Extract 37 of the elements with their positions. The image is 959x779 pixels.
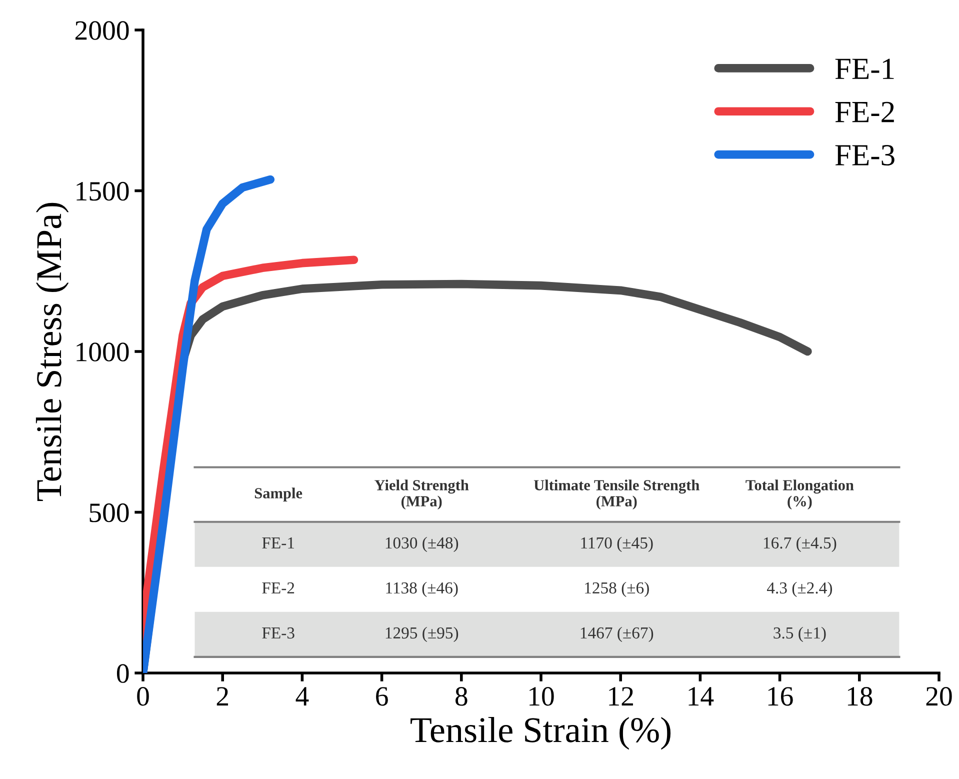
x-tick-label: 6: [376, 687, 388, 706]
legend-label: FE-2: [835, 102, 894, 122]
x-tick-label: 8: [456, 686, 468, 706]
annotation: Sample: [254, 488, 302, 502]
x-tick-label: 20: [926, 686, 952, 706]
annotation: 1030 (±48): [386, 536, 458, 552]
annotation: FE-1: [262, 537, 294, 548]
annotation: FE-3: [262, 627, 294, 639]
x-axis-title: Tensile Strain (%): [410, 716, 671, 750]
y-tick-label: 1000: [76, 342, 129, 362]
annotation: FE-2: [262, 582, 294, 594]
annotation: 4.3 (±2.4): [766, 582, 832, 597]
x-tick-label: 0: [137, 686, 149, 706]
x-tick-label: 16: [768, 687, 793, 706]
x-tick-label: 12: [609, 687, 633, 706]
legend-label: FE-1: [835, 58, 894, 79]
y-tick-label: 0: [116, 664, 129, 683]
x-tick-label: 2: [216, 687, 228, 706]
y-axis-title: Tensile Stress (MPa): [36, 202, 69, 502]
annotation: 1170 (±45): [581, 536, 653, 552]
annotation: 16.7 (±4.5): [764, 536, 836, 552]
annotation: 1258 (±6): [585, 582, 649, 597]
y-tick-label: 1500: [76, 182, 129, 201]
y-tick-label: 2000: [75, 21, 129, 40]
annotation: Total Elongation (%): [746, 480, 854, 510]
y-tick-label: 500: [90, 503, 129, 522]
x-tick-label: 14: [688, 687, 714, 706]
annotation: Ultimate Tensile Strength (MPa): [534, 480, 700, 510]
legend-label: FE-3: [835, 145, 894, 166]
annotation: 1295 (±95): [386, 626, 458, 642]
x-tick-label: 10: [530, 686, 554, 706]
annotation: 1467 (±67): [580, 626, 654, 642]
annotation: 3.5 (±1): [774, 626, 826, 642]
x-tick-label: 4: [296, 687, 309, 706]
x-tick-label: 18: [848, 686, 872, 706]
annotation: 1138 (±46): [386, 582, 458, 597]
annotation: Yield Strength (MPa): [374, 480, 469, 510]
